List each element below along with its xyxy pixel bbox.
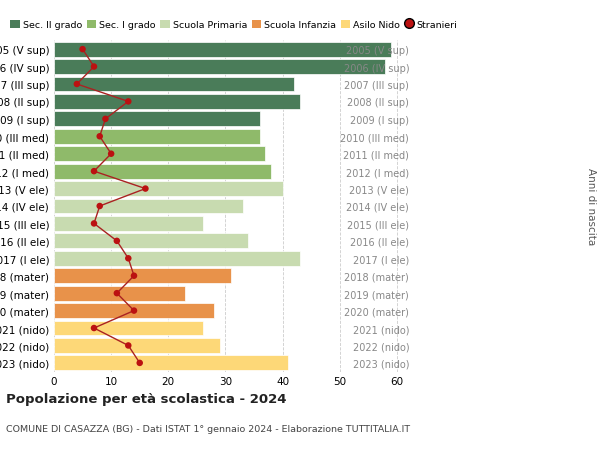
Bar <box>54 338 220 353</box>
Bar <box>54 269 231 284</box>
Text: Popolazione per età scolastica - 2024: Popolazione per età scolastica - 2024 <box>6 392 287 405</box>
Point <box>124 342 133 349</box>
Bar <box>54 147 265 162</box>
Text: Anni di nascita: Anni di nascita <box>586 168 596 245</box>
Bar <box>54 286 185 301</box>
Bar <box>54 129 260 145</box>
Point <box>89 220 99 228</box>
Point <box>135 359 145 367</box>
Point <box>140 185 150 193</box>
Bar <box>54 43 391 57</box>
Point <box>124 255 133 263</box>
Text: COMUNE DI CASAZZA (BG) - Dati ISTAT 1° gennaio 2024 - Elaborazione TUTTITALIA.IT: COMUNE DI CASAZZA (BG) - Dati ISTAT 1° g… <box>6 425 410 434</box>
Bar <box>54 303 214 318</box>
Point <box>106 151 116 158</box>
Legend: Sec. II grado, Sec. I grado, Scuola Primaria, Scuola Infanzia, Asilo Nido, Stran: Sec. II grado, Sec. I grado, Scuola Prim… <box>10 21 458 30</box>
Point <box>129 307 139 314</box>
Bar <box>54 60 385 75</box>
Point <box>89 168 99 175</box>
Bar <box>54 234 248 249</box>
Point <box>95 133 104 140</box>
Point <box>78 46 88 54</box>
Point <box>101 116 110 123</box>
Bar <box>54 356 288 370</box>
Bar <box>54 321 203 336</box>
Point <box>129 273 139 280</box>
Bar <box>54 199 242 214</box>
Point <box>89 325 99 332</box>
Point <box>72 81 82 89</box>
Point <box>112 290 122 297</box>
Bar <box>54 78 294 92</box>
Bar <box>54 182 283 196</box>
Point <box>95 203 104 210</box>
Bar <box>54 164 271 179</box>
Point <box>89 64 99 71</box>
Bar <box>54 112 260 127</box>
Bar <box>54 252 300 266</box>
Bar <box>54 95 300 110</box>
Point <box>112 238 122 245</box>
Bar <box>54 217 203 231</box>
Point <box>124 99 133 106</box>
